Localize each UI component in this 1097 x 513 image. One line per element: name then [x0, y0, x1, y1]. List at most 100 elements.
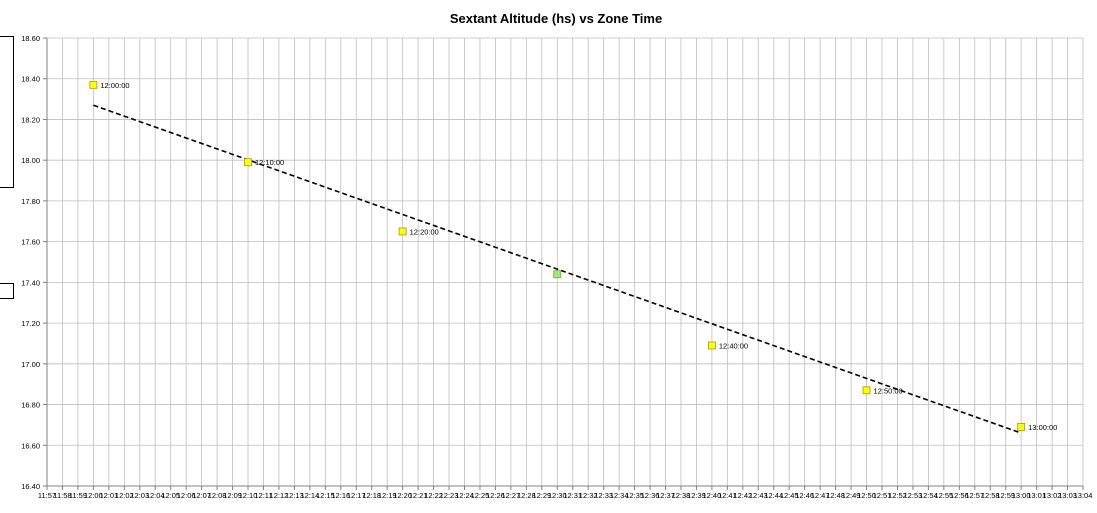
- x-tick-label: 12:36: [641, 491, 660, 500]
- x-tick-label: 12:07: [192, 491, 211, 500]
- data-point: [553, 270, 562, 279]
- data-points: 12:00:00 12:10:00 12:20:00 12:40:00 12:50:00…: [89, 81, 1057, 432]
- edge-fragment-top: [0, 36, 14, 188]
- x-tick-label: 12:03: [130, 491, 149, 500]
- x-tick-label: 12:29: [532, 491, 551, 500]
- data-label: 12:10:00: [255, 158, 284, 167]
- x-tick-label: 12:54: [919, 491, 938, 500]
- x-tick-label: 12:58: [981, 491, 1000, 500]
- x-tick-label: 13:00: [1012, 491, 1031, 500]
- x-tick-label: 12:25: [471, 491, 490, 500]
- data-point: [398, 227, 407, 236]
- x-tick-label: 12:34: [610, 491, 629, 500]
- data-point: [244, 158, 252, 167]
- x-tick-label: 12:55: [934, 491, 953, 500]
- x-tick-label: 12:11: [254, 491, 272, 500]
- edge-fragment-bottom: [0, 283, 14, 299]
- y-tick-label: 18.00: [21, 156, 40, 165]
- x-tick-label: 12:48: [826, 491, 845, 500]
- x-tick-label: 12:13: [285, 491, 304, 500]
- axes: 11:5711:5811:5912:0012:0112:0212:0312:04…: [21, 34, 1092, 500]
- x-tick-label: 12:56: [950, 491, 969, 500]
- x-tick-label: 13:01: [1027, 491, 1046, 500]
- y-tick-label: 18.60: [21, 34, 40, 43]
- y-tick-label: 16.60: [21, 441, 40, 450]
- y-tick-label: 17.40: [21, 278, 40, 287]
- x-tick-label: 12:43: [749, 491, 768, 500]
- x-tick-label: 12:30: [548, 491, 567, 500]
- x-tick-label: 13:03: [1058, 491, 1077, 500]
- x-tick-label: 12:46: [795, 491, 814, 500]
- data-label: 12:00:00: [100, 81, 129, 90]
- x-tick-label: 12:19: [378, 491, 397, 500]
- x-tick-label: 11:59: [69, 491, 87, 500]
- x-tick-label: 12:50: [857, 491, 876, 500]
- x-tick-label: 12:05: [161, 491, 180, 500]
- x-tick-label: 12:39: [687, 491, 706, 500]
- x-tick-label: 12:14: [300, 491, 319, 500]
- y-tick-label: 17.80: [21, 197, 40, 206]
- x-tick-label: 12:00: [84, 491, 103, 500]
- x-tick-label: 12:42: [733, 491, 752, 500]
- x-tick-label: 12:40: [703, 491, 722, 500]
- x-tick-label: 12:47: [811, 491, 830, 500]
- x-tick-label: 12:10: [239, 491, 258, 500]
- data-point: [707, 341, 716, 350]
- x-tick-label: 12:09: [223, 491, 242, 500]
- x-tick-label: 12:20: [393, 491, 412, 500]
- x-tick-label: 11:58: [53, 491, 71, 500]
- x-tick-label: 12:59: [996, 491, 1015, 500]
- x-tick-label: 12:49: [842, 491, 861, 500]
- x-tick-label: 12:06: [177, 491, 196, 500]
- grid: [46, 37, 1084, 487]
- data-label: 12:50:00: [874, 386, 903, 395]
- data-point: [1017, 423, 1026, 431]
- x-tick-label: 12:52: [888, 491, 907, 500]
- chart-title: Sextant Altitude (hs) vs Zone Time: [450, 11, 662, 26]
- x-tick-label: 12:01: [99, 491, 118, 500]
- x-tick-label: 12:57: [965, 491, 984, 500]
- x-tick-label: 11:57: [38, 491, 56, 500]
- x-tick-label: 12:17: [347, 491, 366, 500]
- x-tick-label: 12:28: [517, 491, 536, 500]
- y-tick-label: 17.60: [21, 238, 40, 247]
- x-tick-label: 12:22: [424, 491, 443, 500]
- x-tick-label: 12:35: [625, 491, 644, 500]
- data-label: 12:20:00: [410, 227, 439, 236]
- x-tick-label: 12:16: [331, 491, 350, 500]
- x-tick-label: 12:41: [718, 491, 737, 500]
- x-tick-label: 12:38: [672, 491, 691, 500]
- x-tick-label: 12:04: [146, 491, 165, 500]
- x-tick-label: 12:31: [563, 491, 582, 500]
- x-tick-label: 12:32: [579, 491, 598, 500]
- x-tick-label: 12:24: [455, 491, 474, 500]
- x-tick-label: 12:53: [904, 491, 923, 500]
- x-tick-label: 12:51: [873, 491, 892, 500]
- y-tick-label: 16.40: [21, 482, 40, 491]
- x-tick-label: 12:26: [486, 491, 505, 500]
- x-tick-label: 12:21: [409, 491, 428, 500]
- y-tick-label: 18.40: [21, 75, 40, 84]
- x-tick-label: 12:44: [764, 491, 783, 500]
- x-tick-label: 12:27: [501, 491, 520, 500]
- data-label: 13:00:00: [1028, 423, 1057, 432]
- x-tick-label: 12:33: [594, 491, 613, 500]
- x-tick-label: 12:18: [362, 491, 381, 500]
- x-tick-label: 12:08: [208, 491, 227, 500]
- y-tick-label: 16.80: [21, 401, 40, 410]
- y-tick-label: 17.00: [21, 360, 40, 369]
- y-tick-label: 18.20: [21, 115, 40, 124]
- x-tick-label: 12:23: [440, 491, 459, 500]
- x-tick-label: 13:02: [1043, 491, 1062, 500]
- x-tick-label: 12:45: [780, 491, 799, 500]
- x-tick-label: 13:04: [1074, 491, 1093, 500]
- x-tick-label: 12:02: [115, 491, 134, 500]
- y-tick-label: 17.20: [21, 319, 40, 328]
- data-point: [862, 386, 871, 395]
- x-tick-label: 12:15: [316, 491, 335, 500]
- data-label: 12:40:00: [719, 341, 748, 350]
- x-tick-label: 12:12: [270, 491, 289, 500]
- x-tick-label: 12:37: [656, 491, 675, 500]
